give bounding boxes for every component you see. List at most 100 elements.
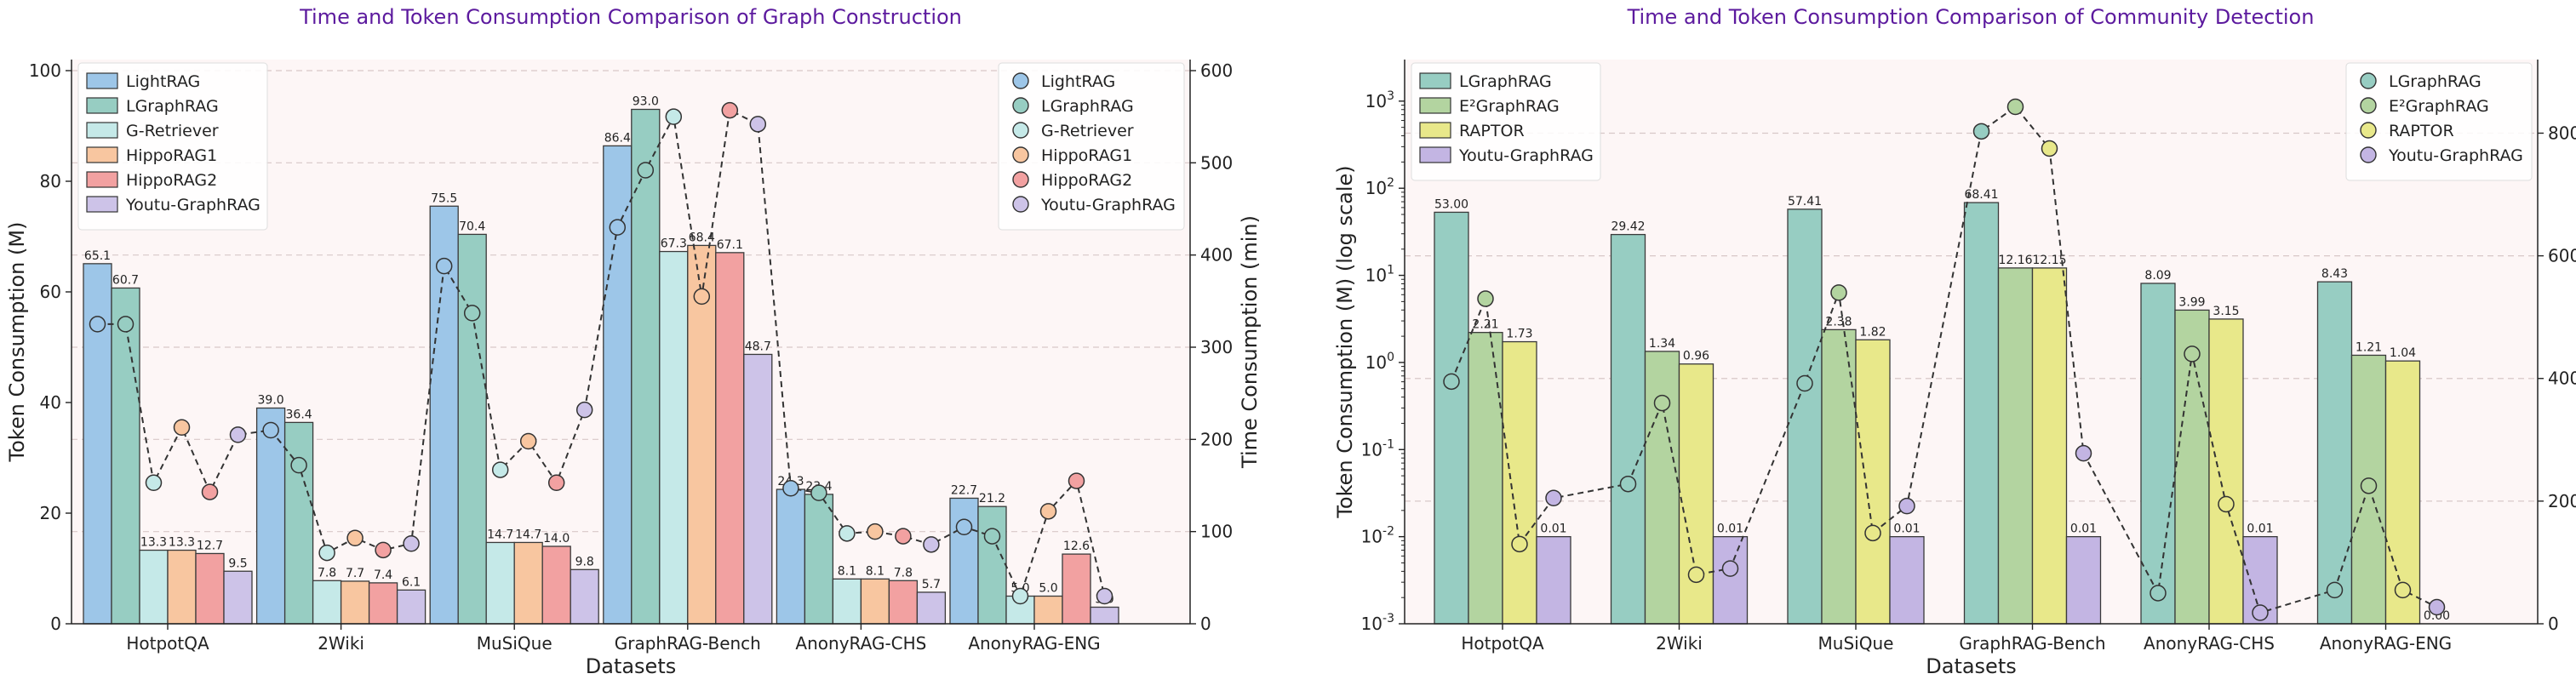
bar-value-label: 9.5 (228, 557, 247, 570)
legend-marker (1012, 97, 1029, 114)
bar-value-label: 60.7 (112, 273, 139, 287)
time-marker-HippoRAG1 (1039, 503, 1057, 520)
bar-Youtu-GraphRAG (396, 589, 426, 625)
legend-label: LGraphRAG (1041, 97, 1134, 116)
y2-axis-label: Time Consumption (min) (1238, 215, 1262, 469)
x-tick-label: MuSiQue (477, 633, 552, 654)
legend-label: LGraphRAG (2389, 72, 2482, 91)
bar-value-label: 36.4 (286, 408, 312, 421)
y-axis-label: Token Consumption (M) (log scale) (1333, 165, 1357, 518)
bar-value-label: 0.01 (1540, 523, 1566, 536)
legend-label: Youtu-GraphRAG (1040, 196, 1176, 214)
bar-value-label: 8.1 (838, 564, 856, 578)
time-marker-G-Retriever (665, 108, 683, 125)
bar-value-label: 12.15 (2032, 254, 2066, 267)
legend-marker (1012, 146, 1029, 163)
time-marker-E²GraphRAG (2360, 477, 2378, 494)
bar-value-label: 1.21 (2356, 340, 2382, 354)
bar-HippoRAG1 (687, 244, 717, 625)
time-marker-Youtu-GraphRAG (1898, 497, 1915, 515)
y-axis-label: Token Consumption (M) (5, 222, 29, 463)
y2-tick-label: 400 (2548, 368, 2576, 389)
bar-Youtu-GraphRAG (2065, 535, 2102, 625)
bar-value-label: 13.3 (140, 536, 167, 550)
legend-swatch (86, 171, 118, 188)
y-tick-label: 10-1 (1361, 437, 1394, 460)
bar-HippoRAG2 (368, 582, 398, 625)
y-tick-label: 10-3 (1361, 612, 1394, 634)
x-axis-label: Datasets (1926, 654, 2017, 678)
y2-tick-label: 500 (1200, 152, 1233, 173)
bar-LightRAG (255, 407, 286, 625)
bar-value-label: 86.4 (604, 131, 631, 145)
bar-RAPTOR (2208, 318, 2244, 625)
bar-value-label: 0.01 (2247, 523, 2273, 536)
time-marker-RAPTOR (2394, 581, 2412, 599)
legend-label: G-Retriever (126, 122, 219, 140)
time-marker-LGraphRAG (1619, 475, 1637, 493)
bar-G-Retriever (485, 541, 515, 625)
legend-label: RAPTOR (2389, 122, 2454, 140)
y2-tick-label: 0 (1200, 614, 1211, 634)
bar-G-Retriever (832, 578, 862, 625)
bar-Youtu-GraphRAG (1536, 535, 1571, 625)
time-marker-LGraphRAG (2150, 585, 2167, 602)
bar-value-label: 12.6 (1063, 540, 1090, 553)
bar-LightRAG (949, 497, 979, 625)
y-tick-label: 102 (1365, 176, 1394, 198)
time-marker-Youtu-GraphRAG (749, 116, 767, 133)
legend-marker (2360, 122, 2377, 139)
bar-LightRAG (429, 205, 459, 625)
bar-Youtu-GraphRAG (916, 591, 947, 625)
bar-LGraphRAG (804, 494, 834, 625)
time-marker-LightRAG (782, 480, 799, 497)
bar-LightRAG (776, 488, 806, 625)
time-marker-RAPTOR (1687, 566, 1705, 584)
time-marker-LGraphRAG (810, 484, 827, 501)
bar-value-label: 0.00 (2424, 609, 2450, 623)
bar-E²GraphRAG (1468, 332, 1503, 625)
time-marker-LGraphRAG (637, 162, 655, 179)
bar-Youtu-GraphRAG (223, 570, 253, 625)
bar-value-label: 2.21 (1472, 318, 1498, 332)
time-marker-LightRAG (262, 421, 279, 439)
legend-bars: LGraphRAG E²GraphRAG RAPTOR Youtu-GraphRAG (1411, 62, 1601, 181)
bar-HippoRAG1 (1033, 595, 1063, 625)
y2-tick-label: 600 (1200, 60, 1233, 81)
bar-Youtu-GraphRAG (1889, 535, 1925, 625)
bar-value-label: 12.7 (197, 539, 223, 552)
bar-Youtu-GraphRAG (1712, 535, 1749, 625)
legend-label: RAPTOR (1459, 122, 1525, 140)
legend-swatch (86, 146, 118, 163)
bar-RAPTOR (2031, 267, 2068, 625)
bar-value-label: 68.4 (689, 231, 715, 244)
time-marker-E²GraphRAG (1653, 394, 1671, 412)
legend-swatch (86, 97, 118, 114)
bar-HippoRAG2 (888, 580, 919, 625)
bar-value-label: 3.99 (2178, 295, 2205, 309)
y2-tick-label: 400 (1200, 245, 1233, 266)
x-tick-label: AnonyRAG-CHS (795, 633, 926, 654)
bar-Youtu-GraphRAG (570, 568, 599, 625)
y-tick-label: 80 (40, 171, 61, 191)
bar-Youtu-GraphRAG (743, 353, 773, 625)
y-tick-label: 10-2 (1361, 525, 1394, 547)
bar-value-label: 39.0 (258, 394, 284, 408)
time-marker-G-Retriever (839, 525, 856, 542)
bar-LGraphRAG (2316, 281, 2353, 625)
legend-label: Youtu-GraphRAG (2388, 146, 2523, 165)
bar-HippoRAG1 (513, 541, 543, 625)
x-tick-label: GraphRAG-Bench (1959, 633, 2105, 654)
legend-label: LGraphRAG (126, 97, 219, 116)
time-marker-HippoRAG2 (375, 541, 392, 559)
bar-value-label: 57.41 (1788, 195, 1822, 208)
bar-RAPTOR (1678, 363, 1714, 625)
legend-label: HippoRAG1 (1041, 146, 1132, 165)
bar-value-label: 12.16 (1998, 254, 2032, 267)
bar-LGraphRAG (111, 287, 140, 625)
time-marker-G-Retriever (1011, 587, 1029, 605)
time-marker-RAPTOR (2041, 140, 2058, 157)
legend-marker (2360, 146, 2377, 163)
y-tick-label: 20 (40, 503, 61, 523)
